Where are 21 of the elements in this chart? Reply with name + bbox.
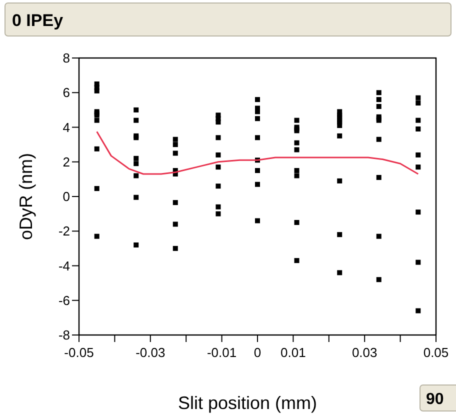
y-axis-title: oDyR (nm) [16,152,36,240]
x-tick-label: -0.05 [64,345,94,360]
chart-title: 0 IPEy [12,11,64,30]
x-tick-label: 0.03 [352,345,378,360]
y-tick-label: 6 [62,85,70,100]
y-tick-label: -8 [58,328,70,342]
line-series [96,130,419,175]
y-tick-label: -6 [58,292,70,308]
x-axis-title: Slit position (mm) [178,393,318,413]
x-tick-label: -0.03 [136,345,166,360]
y-tick-label: 0 [62,189,70,204]
y-tick-label: -2 [58,224,70,239]
x-tick-label: 0.01 [280,345,306,360]
text: 90 [426,391,444,408]
x-tick-label: 0 [254,345,262,360]
y-tick-label: 2 [62,154,70,170]
x-tick-label: -0.01 [206,345,237,360]
y-tick-label: -4 [58,258,70,274]
y-tick-label: 4 [62,120,70,135]
x-tick-label: 0.05 [423,345,449,360]
y-tick-label: 8 [62,50,70,66]
